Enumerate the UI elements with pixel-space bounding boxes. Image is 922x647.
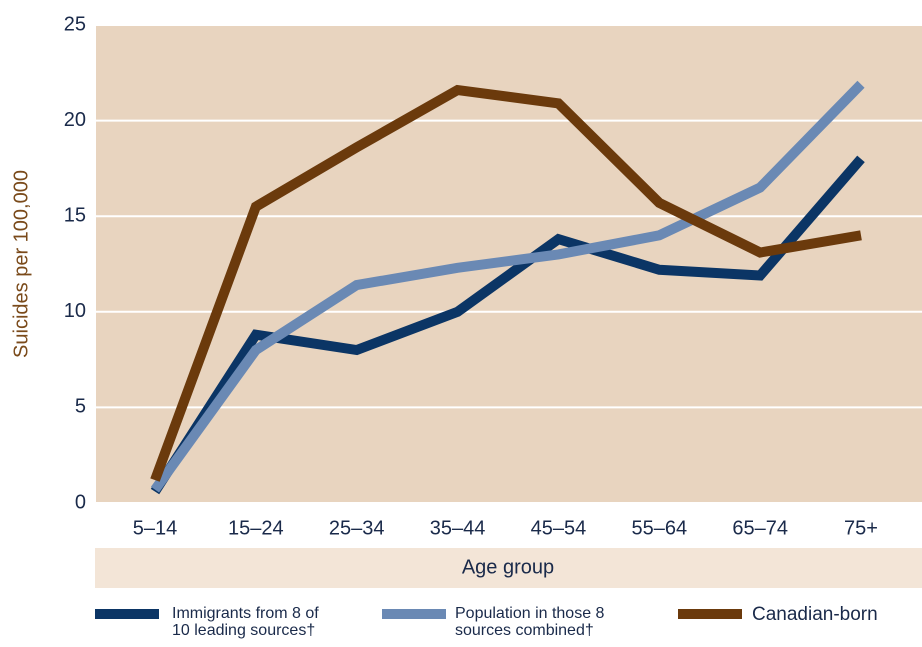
y-tick-label: 15 <box>64 204 86 226</box>
y-tick-label: 25 <box>64 13 86 35</box>
legend-swatch <box>95 609 159 619</box>
x-tick-label: 15–24 <box>228 517 284 539</box>
y-tick-label: 5 <box>75 396 86 418</box>
y-tick-label: 20 <box>64 109 86 131</box>
legend-label: Immigrants from 8 of 10 leading sources† <box>172 605 319 639</box>
x-tick-label: 65–74 <box>732 517 788 539</box>
series-line <box>150 80 865 493</box>
series-line <box>150 84 862 482</box>
xlabel-band <box>95 548 922 588</box>
y-axis-label: Suicides per 100,000 <box>10 170 32 358</box>
x-tick-label: 75+ <box>844 517 878 539</box>
legend-label: Population in those 8 sources combined† <box>455 605 605 639</box>
legend-label: Canadian-born <box>752 604 878 625</box>
y-tick-label: 10 <box>64 300 86 322</box>
legend-swatch <box>678 609 742 619</box>
y-tick-label: 0 <box>75 491 86 513</box>
x-tick-label: 35–44 <box>430 517 486 539</box>
x-tick-label: 5–14 <box>133 517 178 539</box>
x-tick-label: 55–64 <box>631 517 687 539</box>
x-tick-label: 45–54 <box>531 517 587 539</box>
x-tick-label: 25–34 <box>329 517 385 539</box>
x-axis-label: Age group <box>462 556 554 578</box>
legend-swatch <box>382 609 446 619</box>
